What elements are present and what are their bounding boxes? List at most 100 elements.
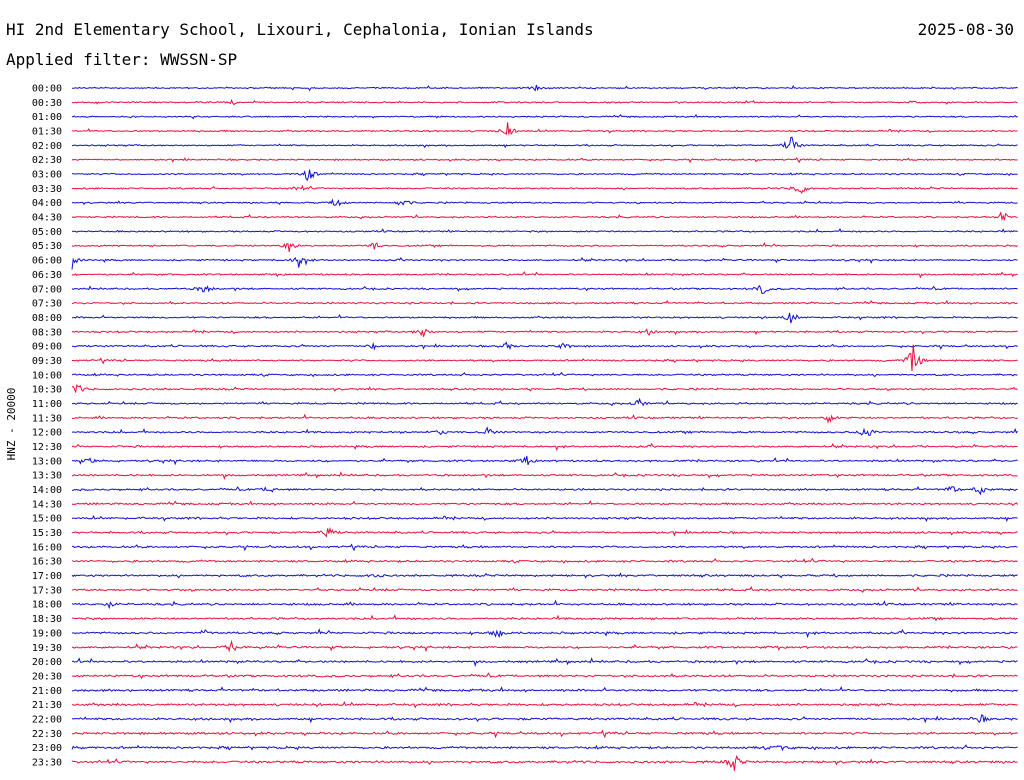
trace-line: [71, 455, 1018, 466]
time-tick-label: 17:00: [32, 571, 62, 582]
time-tick-label: 08:30: [32, 327, 62, 338]
time-tick-label: 15:30: [32, 528, 62, 539]
time-tick-label: 09:00: [32, 342, 62, 353]
time-tick-label: 13:30: [32, 471, 62, 482]
trace-line: [71, 371, 1018, 378]
y-axis-label: HNZ - 20000: [5, 388, 18, 461]
time-tick-label: 04:30: [32, 213, 62, 224]
trace-line: [72, 586, 1018, 593]
trace-line: [71, 284, 1018, 295]
time-tick-label: 06:30: [32, 270, 62, 281]
time-tick-label: 02:30: [32, 155, 62, 166]
time-tick-label: 12:00: [32, 428, 62, 439]
trace-line: [71, 169, 1018, 182]
filter-label: Applied filter: WWSSN-SP: [6, 50, 238, 69]
trace-line: [71, 514, 1018, 523]
trace-line: [71, 241, 1018, 252]
time-tick-label: 18:00: [32, 600, 62, 611]
trace-line: [71, 572, 1018, 579]
trace-line: [71, 657, 1018, 668]
time-tick-label: 06:00: [32, 256, 62, 267]
trace-line: [71, 700, 1018, 709]
station-title: HI 2nd Elementary School, Lixouri, Cepha…: [6, 20, 594, 39]
trace-line: [72, 685, 1018, 693]
trace-line: [71, 122, 1018, 136]
time-tick-label: 01:00: [32, 112, 62, 123]
time-tick-label: 10:00: [32, 370, 62, 381]
time-tick-label: 20:30: [32, 671, 62, 682]
time-tick-label: 23:30: [32, 757, 62, 768]
time-tick-label: 11:00: [32, 399, 62, 410]
trace-line: [71, 328, 1018, 337]
time-tick-label: 21:00: [32, 686, 62, 697]
time-tick-label: 08:00: [32, 313, 62, 324]
trace-line: [71, 299, 1018, 305]
trace-line: [71, 754, 1018, 771]
time-tick-label: 10:30: [32, 385, 62, 396]
trace-line: [71, 397, 1018, 407]
trace-line: [72, 341, 1018, 351]
trace-line: [71, 256, 1018, 270]
time-tick-label: 07:00: [32, 284, 62, 295]
trace-line: [71, 485, 1018, 496]
trace-line: [71, 228, 1018, 233]
time-tick-label: 22:00: [32, 714, 62, 725]
trace-line: [71, 84, 1018, 92]
time-tick-label: 05:00: [32, 227, 62, 238]
time-tick-label: 19:00: [32, 628, 62, 639]
time-tick-label: 02:00: [32, 141, 62, 152]
trace-line: [71, 184, 1018, 194]
trace-line: [71, 499, 1019, 507]
time-tick-label: 20:00: [32, 657, 62, 668]
trace-line: [71, 198, 1018, 207]
trace-line: [71, 557, 1018, 564]
time-tick-label: 05:30: [32, 241, 62, 252]
trace-line: [71, 384, 1018, 393]
trace-line: [71, 271, 1018, 279]
time-tick-label: 17:30: [32, 585, 62, 596]
time-tick-label: 21:30: [32, 700, 62, 711]
trace-line: [71, 413, 1018, 424]
time-tick-label: 11:30: [32, 413, 62, 424]
trace-line: [71, 442, 1018, 452]
trace-line: [71, 729, 1018, 739]
time-tick-label: 13:00: [32, 456, 62, 467]
trace-line: [71, 344, 1018, 372]
trace-line: [71, 136, 1018, 150]
date-label: 2025-08-30: [917, 20, 1014, 39]
trace-line: [72, 639, 1018, 653]
time-tick-label: 01:30: [32, 127, 62, 138]
time-tick-label: 00:00: [32, 84, 62, 95]
time-tick-label: 14:30: [32, 499, 62, 510]
trace-line: [71, 157, 1018, 164]
time-tick-label: 15:00: [32, 514, 62, 525]
time-tick-label: 03:00: [32, 170, 62, 181]
trace-line: [71, 628, 1018, 639]
trace-line: [71, 210, 1018, 222]
time-tick-label: 23:00: [32, 743, 62, 754]
trace-line: [71, 98, 1018, 106]
time-tick-label: 22:30: [32, 729, 62, 740]
trace-line: [71, 614, 1018, 622]
trace-line: [71, 426, 1018, 436]
trace-line: [71, 744, 1018, 752]
time-tick-label: 09:30: [32, 356, 62, 367]
time-tick-label: 16:00: [32, 542, 62, 553]
trace-line: [71, 526, 1018, 538]
time-tick-label: 19:30: [32, 643, 62, 654]
time-tick-label: 00:30: [32, 98, 62, 109]
trace-line: [72, 543, 1018, 552]
trace-line: [71, 672, 1018, 680]
time-tick-label: 03:30: [32, 184, 62, 195]
time-tick-label: 07:30: [32, 299, 62, 310]
trace-rows: 00:00 00:30 01:00 01:30 02:00 02:30 03:00 03:30…: [32, 84, 1019, 771]
time-tick-label: 16:30: [32, 557, 62, 568]
time-tick-label: 04:00: [32, 198, 62, 209]
trace-line: [71, 471, 1018, 481]
time-tick-label: 12:30: [32, 442, 62, 453]
trace-line: [71, 714, 1018, 724]
time-tick-label: 14:00: [32, 485, 62, 496]
time-tick-label: 18:30: [32, 614, 62, 625]
trace-line: [72, 312, 1018, 324]
